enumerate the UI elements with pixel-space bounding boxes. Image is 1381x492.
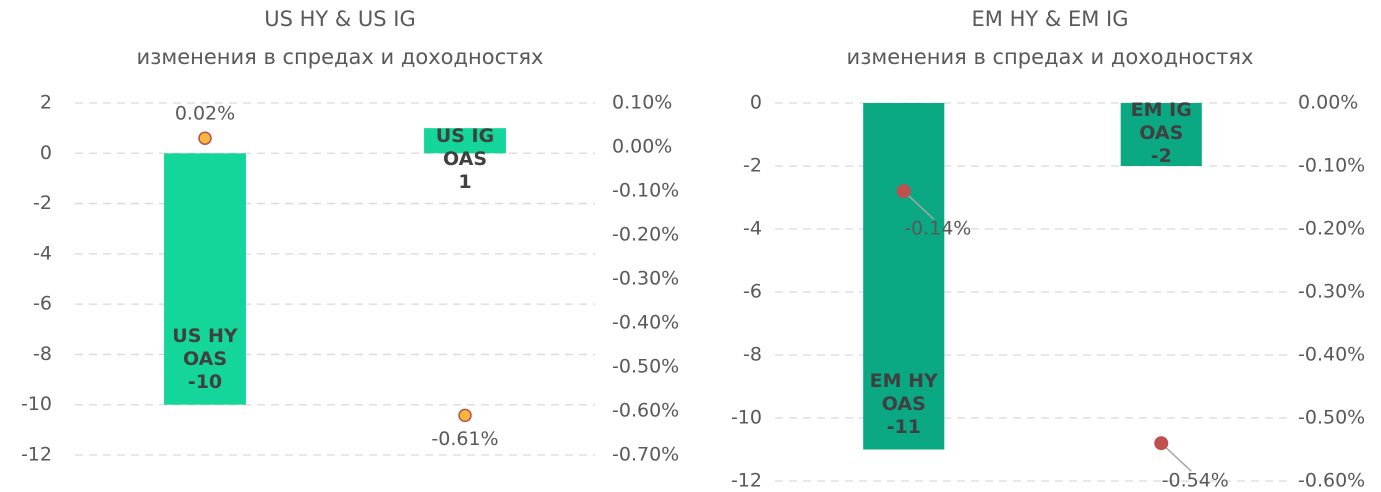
bar [863, 103, 945, 450]
y2-tick-label: -0.30% [1298, 281, 1365, 303]
y-tick-label: 0 [40, 142, 52, 164]
bar-value: -10 [187, 370, 223, 393]
y-tick-label: -8 [743, 344, 762, 366]
y2-tick-label: -0.60% [612, 400, 679, 422]
point-label: 0.02% [175, 103, 235, 125]
point [198, 131, 212, 145]
bar-value: 1 [458, 171, 472, 194]
bar-category: US HY OAS [172, 324, 238, 370]
y-tick-label: -2 [33, 192, 52, 214]
y2-tick-label: 0.10% [612, 92, 672, 114]
y2-tick-label: -0.50% [612, 356, 679, 378]
chart-title: EM HY & EM IG [972, 7, 1129, 31]
point [1154, 436, 1169, 451]
point-label: -0.14% [904, 218, 971, 240]
y-tick-label: -10 [21, 393, 52, 415]
y-tick-label: -12 [21, 444, 52, 466]
bar [1120, 103, 1202, 166]
y2-tick-label: -0.20% [612, 224, 679, 246]
y-tick-label: -6 [33, 293, 52, 315]
bar-label: US HY OAS-10 [172, 324, 238, 393]
bar-category: US IG OAS [435, 125, 495, 171]
y2-tick-label: -0.40% [1298, 344, 1365, 366]
bar [424, 128, 506, 154]
bar-label: EM IG OAS-2 [1130, 98, 1192, 167]
y2-tick-label: -0.70% [612, 444, 679, 466]
y-tick-label: 2 [40, 92, 52, 114]
bar-value: -2 [1150, 144, 1172, 167]
y2-tick-label: 0.00% [1298, 92, 1358, 114]
bar-label: EM HY OAS-11 [869, 369, 938, 438]
y-tick-label: -4 [743, 218, 762, 240]
bar-category: EM IG OAS [1130, 98, 1192, 144]
y-tick-label: -6 [743, 281, 762, 303]
bar-value: -11 [886, 415, 921, 438]
point [896, 184, 911, 199]
y-tick-label: 0 [750, 92, 762, 114]
y2-tick-label: -0.40% [612, 312, 679, 334]
y2-tick-label: 0.00% [612, 136, 672, 158]
y-tick-label: -4 [33, 242, 52, 264]
y-tick-label: -10 [731, 407, 762, 429]
y-tick-label: -12 [731, 470, 762, 492]
point [458, 408, 472, 423]
y2-tick-label: -0.60% [1298, 470, 1365, 492]
y2-tick-label: -0.10% [612, 180, 679, 202]
y2-tick-label: -0.30% [612, 268, 679, 290]
point-label: -0.61% [431, 428, 498, 450]
chart-subtitle: изменения в спредах и доходностях [137, 45, 544, 69]
y2-tick-label: -0.10% [1298, 155, 1365, 177]
y-tick-label: -2 [743, 155, 762, 177]
y-tick-label: -8 [33, 343, 52, 365]
y2-tick-label: -0.20% [1298, 218, 1365, 240]
point-label: -0.54% [1162, 470, 1229, 492]
bar-category: EM HY OAS [869, 369, 938, 415]
y2-tick-label: -0.50% [1298, 407, 1365, 429]
bar [164, 153, 246, 405]
chart-subtitle: изменения в спредах и доходностях [847, 45, 1254, 69]
chart-title: US HY & US IG [264, 7, 416, 31]
